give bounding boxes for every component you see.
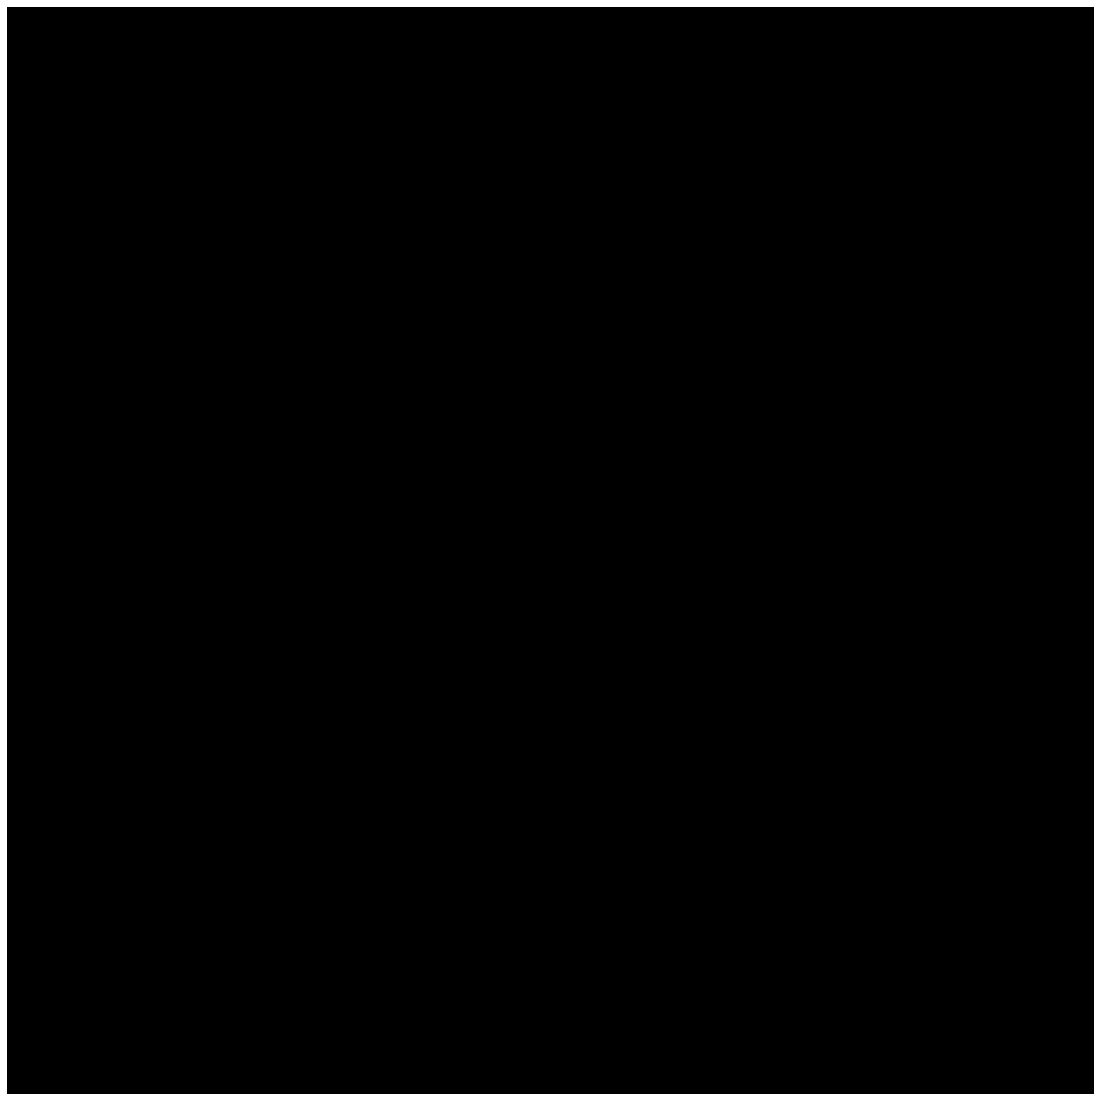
word-cloud [7, 7, 1094, 1094]
word-cloud-canvas [7, 7, 1094, 1094]
